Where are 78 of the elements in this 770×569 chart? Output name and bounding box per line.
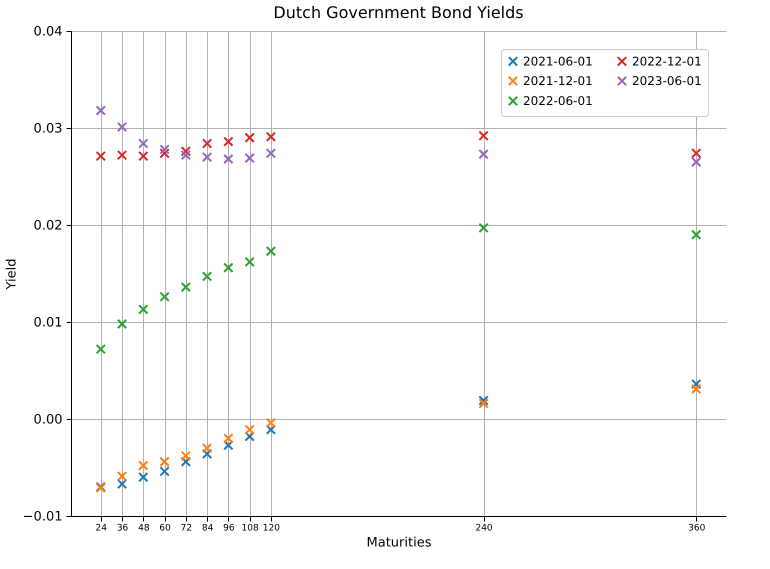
y-tick-label: 0.01 [34, 316, 62, 330]
point [202, 271, 212, 282]
point [244, 132, 255, 143]
x-tick-label: 120 [262, 524, 280, 534]
point [478, 398, 489, 409]
point [223, 433, 234, 444]
point [96, 150, 106, 162]
x-axis-title: Maturities [366, 536, 432, 550]
y-tick-label: 0.02 [34, 218, 62, 234]
point [138, 460, 148, 471]
point [116, 122, 128, 132]
y-tick-label: 0.03 [34, 122, 62, 136]
point [180, 450, 192, 462]
point [244, 256, 255, 268]
point [159, 292, 170, 302]
x-tick-label: 24 [96, 524, 108, 534]
point [202, 448, 212, 460]
point [478, 130, 489, 141]
legend-label: 2022-12-01 [632, 54, 702, 68]
point [96, 105, 106, 116]
point [244, 424, 255, 435]
point [266, 148, 276, 158]
y-axis-title: Yield [4, 258, 20, 290]
point [266, 424, 276, 435]
point [116, 150, 128, 160]
point [180, 456, 192, 467]
chart-title: Dutch Government Bond Yields [273, 3, 524, 22]
y-tick-label: 0.00 [34, 412, 62, 428]
x-tick-label: 48 [138, 524, 150, 534]
point [691, 230, 702, 240]
point [691, 378, 702, 390]
point [138, 150, 148, 162]
x-tick-label: 36 [116, 524, 129, 534]
x-tick-label: 240 [475, 524, 493, 534]
point [180, 282, 192, 292]
x-tick-label: 360 [688, 524, 706, 534]
point [116, 478, 128, 490]
point [266, 132, 276, 142]
point [138, 138, 148, 149]
point [180, 150, 192, 160]
point [159, 148, 170, 158]
legend-label: 2021-12-01 [523, 74, 593, 88]
point [223, 262, 234, 273]
point [159, 456, 170, 467]
point [478, 395, 489, 406]
point [116, 471, 128, 482]
point [691, 148, 702, 158]
x-tick-label: 72 [180, 524, 192, 534]
point [180, 146, 192, 156]
legend-label: 2022-06-01 [523, 94, 593, 108]
point [138, 304, 148, 315]
point [266, 418, 276, 428]
point [202, 152, 212, 162]
point [159, 466, 170, 477]
y-tick-label: 0.04 [34, 24, 62, 40]
point [691, 384, 702, 394]
point [691, 156, 702, 168]
point [202, 138, 212, 149]
point [138, 472, 148, 482]
point [223, 440, 234, 450]
point [202, 442, 212, 454]
legend-label: 2023-06-01 [632, 74, 702, 88]
legend-label: 2021-06-01 [523, 54, 593, 68]
point [478, 222, 489, 234]
point [266, 246, 276, 256]
x-tick-label: 84 [202, 524, 214, 534]
point [223, 154, 234, 164]
x-tick-label: 96 [223, 524, 235, 534]
point [96, 344, 106, 354]
point [159, 144, 170, 155]
x-tick-label: 60 [159, 524, 172, 534]
point [244, 152, 255, 164]
x-tick-label: 108 [242, 524, 259, 534]
point [244, 431, 255, 442]
point [223, 136, 234, 147]
point [116, 318, 128, 330]
y-tick-label: −0.01 [22, 510, 62, 524]
point [478, 149, 489, 160]
